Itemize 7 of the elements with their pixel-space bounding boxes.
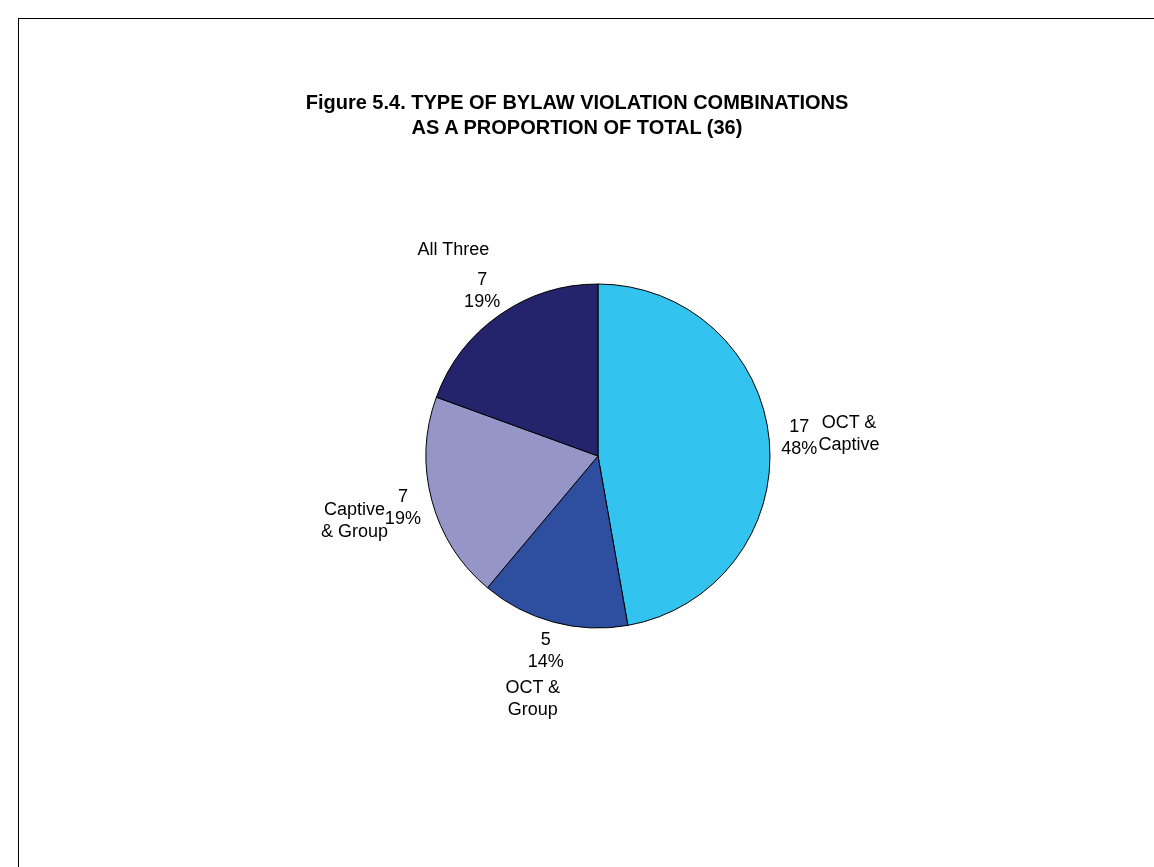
data-label: 17 48% xyxy=(781,416,818,459)
slice-label: All Three xyxy=(417,238,490,259)
data-label: 7 19% xyxy=(464,268,501,311)
slice-label: OCT & Captive xyxy=(818,412,880,455)
slice-label: OCT & Group xyxy=(505,677,561,720)
data-label: 5 14% xyxy=(527,629,564,672)
chart-title: Figure 5.4. TYPE OF BYLAW VIOLATION COMBINATIONS AS A PROPORTION OF TOTAL (36) xyxy=(304,90,850,140)
